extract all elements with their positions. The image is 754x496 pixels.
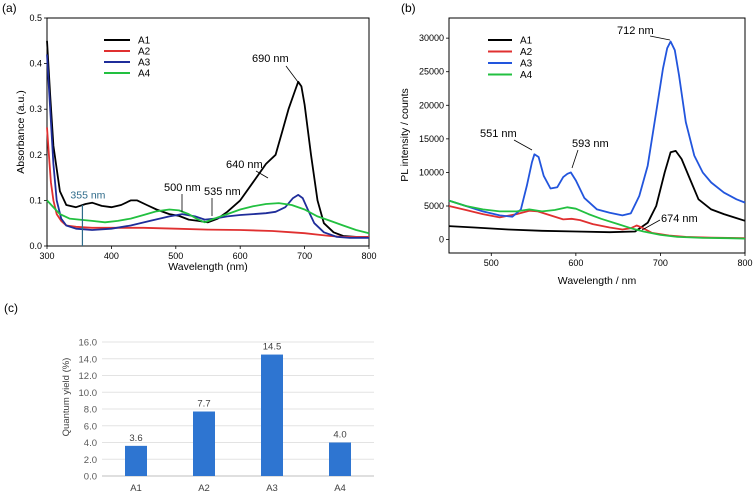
marker-label: 355 nm	[70, 189, 105, 201]
quantum-yield-bar-a3	[261, 354, 283, 476]
absorbance-x-tick-label: 700	[297, 251, 312, 261]
pl-plot-frame	[448, 17, 746, 254]
quantum-yield-chart: 0.0 2.0 4.0 6.0 8.0 10.0 12.0 14.0 16.0 3.6 A1 7.7…	[61, 338, 374, 494]
annotation-712nm: 712 nm	[617, 25, 654, 37]
pl-legend-label-a1: A1	[520, 36, 533, 47]
quantum-yield-category-label: A4	[334, 483, 346, 494]
absorbance-legend-label-a4: A4	[138, 69, 151, 80]
pl-y-tick-label: 5000	[424, 201, 444, 211]
pl-series-a3	[448, 40, 746, 218]
absorbance-y-tick-label: 0.1	[29, 195, 42, 205]
quantum-yield-y-tick-label: 10.0	[79, 388, 98, 399]
absorbance-y-tick-label: 0.2	[29, 150, 42, 160]
pl-legend-label-a3: A3	[520, 59, 533, 70]
absorbance-x-tick-label: 400	[104, 251, 119, 261]
absorbance-y-tick-label: 0.4	[29, 59, 42, 69]
pl-x-tick-label: 600	[568, 258, 583, 268]
quantum-yield-y-tick-label: 4.0	[84, 438, 97, 449]
quantum-yield-y-tick-label: 0.0	[84, 472, 97, 483]
quantum-yield-bar-a1	[125, 445, 147, 476]
quantum-yield-y-tick-label: 12.0	[79, 371, 98, 382]
panel-c-label: (c)	[4, 301, 18, 315]
quantum-yield-bar-a2	[193, 411, 215, 476]
absorbance-legend-label-a2: A2	[138, 47, 151, 58]
quantum-yield-gridlines: 0.0 2.0 4.0 6.0 8.0 10.0 12.0 14.0 16.0	[79, 338, 374, 483]
quantum-yield-y-tick-label: 8.0	[84, 405, 97, 416]
absorbance-x-tick-label: 800	[361, 251, 376, 261]
quantum-yield-data-label: 4.0	[333, 430, 346, 441]
absorbance-y-tick-label: 0.0	[29, 241, 42, 251]
absorbance-y-tick-label: 0.3	[29, 104, 42, 114]
absorbance-x-axis-label: Wavelength (nm)	[168, 261, 248, 273]
annotation-593nm-arrow	[571, 149, 579, 169]
quantum-yield-y-tick-label: 16.0	[79, 338, 98, 349]
absorbance-355nm-marker: 355 nm	[70, 189, 106, 246]
absorbance-y-tick-label: 0.5	[29, 13, 42, 23]
absorbance-legend-label-a1: A1	[138, 36, 151, 47]
pl-y-tick-label: 25000	[419, 67, 444, 77]
absorbance-chart: 300 400 500 600 700 800 0.0 0.1 0.2 0.3 0.4 0.5 Abs…	[15, 13, 377, 273]
quantum-yield-category-label: A1	[130, 483, 142, 494]
quantum-yield-category-label: A2	[198, 483, 210, 494]
annotation-551nm: 551 nm	[480, 128, 517, 140]
quantum-yield-category-label: A3	[266, 483, 278, 494]
quantum-yield-bar-a4	[329, 442, 351, 476]
pl-x-axis-label: Wavelength / nm	[558, 275, 637, 287]
pl-y-axis-label: PL intensity / counts	[399, 88, 411, 182]
pl-chart: 500 600 700 800 0 5000 10000 15000 20000 25000 300…	[399, 17, 753, 287]
absorbance-x-tick-label: 600	[233, 251, 248, 261]
absorbance-series-a4	[46, 199, 370, 235]
absorbance-annotations: 690 nm 640 nm 500 nm 535 nm	[164, 53, 299, 216]
absorbance-series-a1	[46, 40, 369, 238]
pl-y-tick-label: 0	[439, 235, 444, 245]
quantum-yield-y-tick-label: 14.0	[79, 354, 98, 365]
annotation-535nm: 535 nm	[204, 186, 241, 198]
annotation-674nm-arrow	[641, 219, 661, 231]
absorbance-series-a2	[46, 127, 369, 238]
annotation-674nm: 674 nm	[661, 213, 698, 225]
panel-b-label: (b)	[401, 1, 416, 15]
absorbance-ticks: 300 400 500 600 700 800 0.0 0.1 0.2 0.3 0.4 0.5	[29, 13, 376, 261]
pl-ticks: 500 600 700 800 0 5000 10000 15000 20000 25000 300…	[419, 33, 753, 268]
quantum-yield-data-label: 3.6	[129, 433, 142, 444]
absorbance-series	[46, 40, 370, 239]
quantum-yield-data-label: 7.7	[197, 399, 210, 410]
quantum-yield-bars: 3.6 A1 7.7 A2 14.5 A3 4.0 A4	[125, 342, 351, 494]
annotation-640nm-arrow	[255, 170, 269, 179]
quantum-yield-y-tick-label: 6.0	[84, 421, 97, 432]
pl-x-tick-label: 500	[484, 258, 499, 268]
annotation-712nm-arrow	[649, 35, 671, 41]
pl-series	[448, 40, 746, 240]
pl-legend-label-a2: A2	[520, 47, 533, 58]
quantum-yield-y-tick-label: 2.0	[84, 455, 97, 466]
pl-series-a1	[448, 150, 746, 234]
pl-y-tick-label: 30000	[419, 33, 444, 43]
pl-x-tick-label: 800	[737, 258, 752, 268]
absorbance-y-axis-label: Absorbance (a.u.)	[15, 90, 27, 173]
pl-annotations: 712 nm 551 nm 593 nm 674 nm	[480, 25, 698, 231]
annotation-593nm: 593 nm	[572, 138, 609, 150]
annotation-640nm: 640 nm	[226, 159, 263, 171]
absorbance-x-tick-label: 300	[39, 251, 54, 261]
panel-a-label: (a)	[2, 1, 17, 15]
absorbance-x-tick-label: 500	[168, 251, 183, 261]
quantum-yield-y-axis-label: Quantum yield (%)	[61, 358, 72, 437]
annotation-690nm: 690 nm	[252, 53, 289, 65]
pl-x-tick-label: 700	[653, 258, 668, 268]
annotation-690nm-arrow	[285, 65, 299, 83]
annotation-500nm: 500 nm	[164, 182, 201, 194]
pl-legend-label-a4: A4	[520, 70, 533, 81]
pl-y-tick-label: 15000	[419, 134, 444, 144]
pl-series-a4	[448, 199, 746, 240]
quantum-yield-data-label: 14.5	[263, 342, 282, 353]
annotation-551nm-arrow	[513, 139, 533, 151]
pl-y-tick-label: 20000	[419, 100, 444, 110]
pl-y-tick-label: 10000	[419, 167, 444, 177]
absorbance-legend-label-a3: A3	[138, 58, 151, 69]
